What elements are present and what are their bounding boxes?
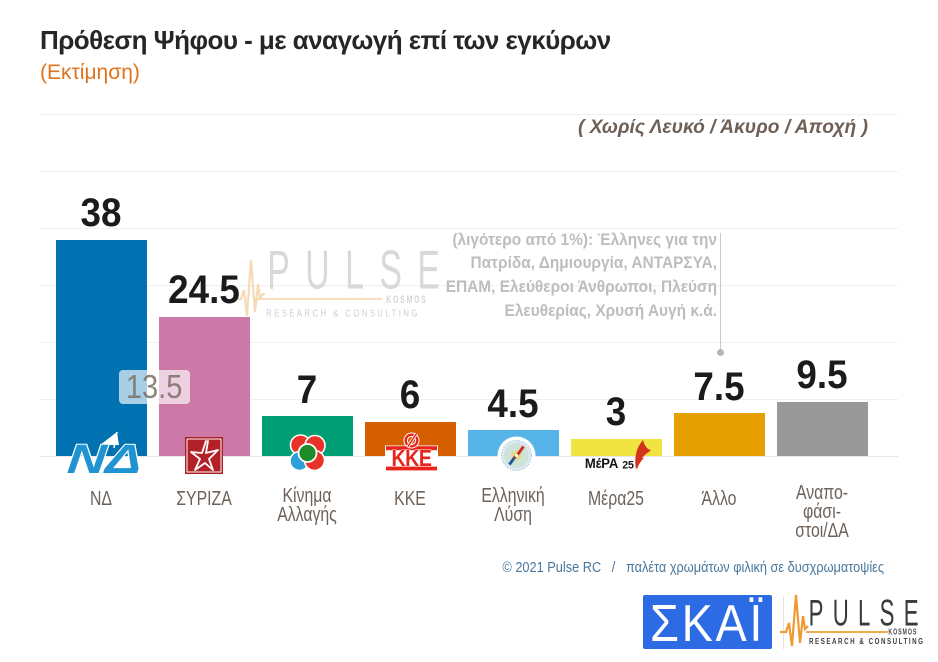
svg-text:ΝΔ: ΝΔ	[67, 437, 144, 476]
svg-text:ΚΚΕ: ΚΚΕ	[391, 446, 431, 472]
svg-text:KOSMOS: KOSMOS	[888, 628, 917, 636]
svg-text:ΣΚΑΪ: ΣΚΑΪ	[650, 595, 765, 649]
svg-text:RESEARCH & CONSULTING: RESEARCH & CONSULTING	[809, 636, 924, 646]
svg-text:PULSE: PULSE	[809, 593, 924, 634]
svg-text:RESEARCH & CONSULTING: RESEARCH & CONSULTING	[266, 307, 420, 318]
svg-text:PULSE: PULSE	[267, 240, 445, 301]
svg-text:25: 25	[622, 459, 634, 471]
svg-text:KOSMOS: KOSMOS	[386, 293, 427, 305]
svg-text:ΜέΡΑ: ΜέΡΑ	[585, 456, 619, 471]
